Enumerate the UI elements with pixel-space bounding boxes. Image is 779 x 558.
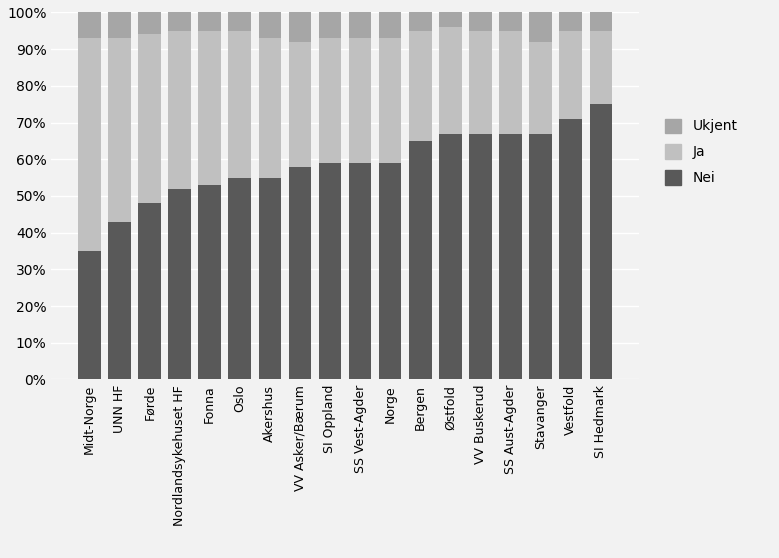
Bar bbox=[499, 133, 522, 379]
Bar bbox=[499, 31, 522, 133]
Bar bbox=[289, 167, 311, 379]
Bar bbox=[409, 141, 432, 379]
Bar bbox=[168, 189, 191, 379]
Bar bbox=[349, 12, 372, 38]
Bar bbox=[78, 251, 100, 379]
Bar bbox=[319, 163, 341, 379]
Bar bbox=[379, 163, 401, 379]
Bar bbox=[228, 177, 251, 379]
Bar bbox=[499, 12, 522, 31]
Legend: Ukjent, Ja, Nei: Ukjent, Ja, Nei bbox=[664, 119, 738, 185]
Bar bbox=[108, 12, 131, 38]
Bar bbox=[168, 31, 191, 189]
Bar bbox=[108, 222, 131, 379]
Bar bbox=[469, 12, 492, 31]
Bar bbox=[469, 31, 492, 133]
Bar bbox=[409, 12, 432, 31]
Bar bbox=[409, 31, 432, 141]
Bar bbox=[379, 38, 401, 163]
Bar bbox=[439, 12, 462, 27]
Bar bbox=[530, 12, 552, 42]
Bar bbox=[138, 35, 160, 203]
Bar bbox=[228, 12, 251, 31]
Bar bbox=[259, 177, 281, 379]
Bar bbox=[78, 38, 100, 251]
Bar bbox=[199, 185, 221, 379]
Bar bbox=[439, 27, 462, 133]
Bar bbox=[349, 163, 372, 379]
Bar bbox=[228, 31, 251, 177]
Bar bbox=[590, 31, 612, 104]
Bar bbox=[349, 38, 372, 163]
Bar bbox=[559, 31, 582, 119]
Bar bbox=[199, 31, 221, 185]
Bar bbox=[199, 12, 221, 31]
Bar bbox=[289, 12, 311, 42]
Bar bbox=[168, 12, 191, 31]
Bar bbox=[319, 12, 341, 38]
Bar bbox=[108, 38, 131, 222]
Bar bbox=[319, 38, 341, 163]
Bar bbox=[469, 133, 492, 379]
Bar bbox=[559, 12, 582, 31]
Bar bbox=[590, 12, 612, 31]
Bar bbox=[590, 104, 612, 379]
Bar bbox=[559, 119, 582, 379]
Bar bbox=[138, 12, 160, 35]
Bar bbox=[259, 12, 281, 38]
Bar bbox=[289, 42, 311, 167]
Bar bbox=[138, 203, 160, 379]
Bar bbox=[530, 133, 552, 379]
Bar bbox=[259, 38, 281, 177]
Bar bbox=[78, 12, 100, 38]
Bar bbox=[379, 12, 401, 38]
Bar bbox=[530, 42, 552, 133]
Bar bbox=[439, 133, 462, 379]
